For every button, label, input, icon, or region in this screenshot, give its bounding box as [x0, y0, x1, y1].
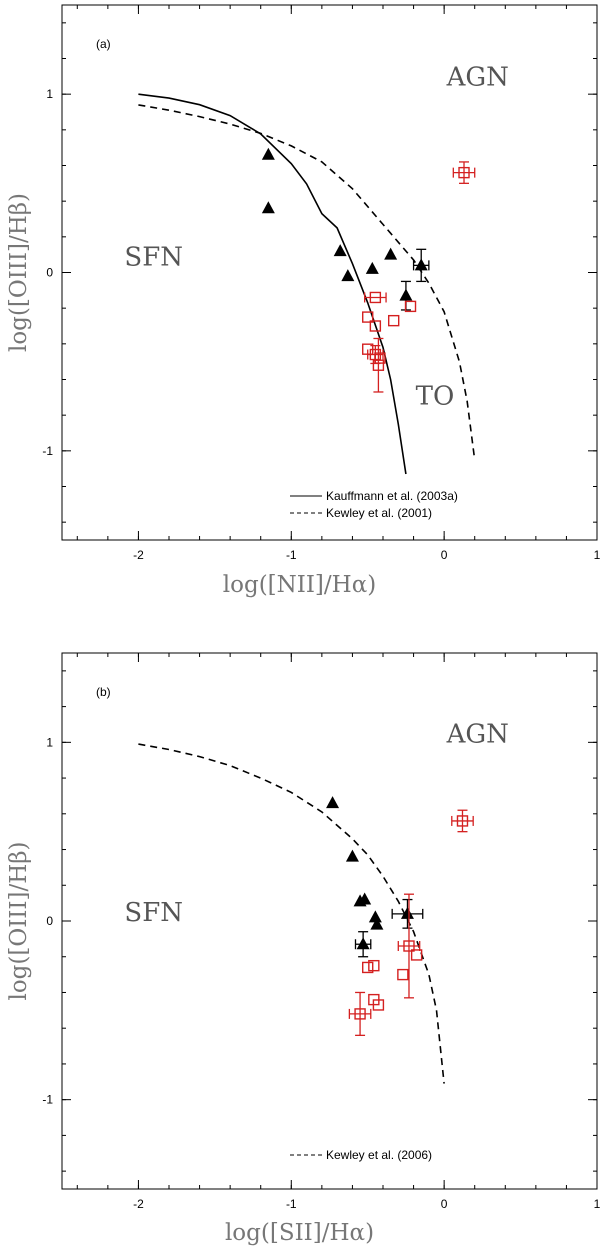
triangle-marker	[261, 147, 275, 160]
square-point	[404, 300, 417, 313]
triangle-marker	[341, 269, 355, 282]
triangle-point	[333, 244, 347, 257]
region-label-sfn: SFN	[124, 898, 183, 928]
square-point	[397, 968, 409, 981]
triangle-marker	[391, 898, 424, 929]
triangle-marker	[412, 248, 430, 283]
legend-label-0: Kewley et al. (2006)	[326, 1148, 432, 1162]
triangle-marker	[399, 280, 413, 311]
triangle-marker	[370, 917, 384, 930]
square-marker	[388, 314, 400, 327]
region-label-to: TO	[416, 381, 455, 411]
y-tick-label: 1	[46, 87, 53, 101]
x-tick-label: 1	[594, 548, 600, 562]
square-marker	[348, 991, 372, 1036]
panel-label: (a)	[96, 37, 111, 51]
square-marker	[452, 161, 476, 184]
y-axis-title: log([OIII]/Hβ)	[6, 193, 32, 352]
triangle-point	[414, 258, 428, 271]
triangle-marker	[365, 261, 379, 274]
x-tick-label: -2	[133, 548, 144, 562]
x-tick-label: -1	[286, 1197, 297, 1211]
triangle-point	[358, 892, 372, 905]
y-tick-label: 0	[46, 266, 53, 280]
square-marker	[362, 961, 374, 974]
y-tick-label: -1	[42, 1093, 53, 1107]
region-label-agn: AGN	[446, 719, 509, 749]
demarcation-curve-1	[138, 104, 476, 460]
triangle-marker	[384, 247, 398, 260]
square-marker	[410, 949, 423, 961]
region-label-agn: AGN	[446, 62, 509, 92]
triangle-marker	[354, 931, 372, 958]
panel-label: (b)	[96, 685, 111, 699]
triangle-point	[326, 796, 340, 809]
y-tick-label: 1	[46, 735, 53, 749]
square-point	[410, 949, 423, 961]
triangle-point	[345, 849, 359, 862]
triangle-point	[370, 917, 384, 930]
triangle-marker	[358, 892, 372, 905]
square-point	[362, 961, 374, 974]
x-tick-label: 0	[441, 548, 448, 562]
triangle-marker	[261, 201, 275, 214]
x-tick-label: -1	[286, 548, 297, 562]
square-marker	[404, 300, 417, 313]
triangle-marker	[345, 849, 359, 862]
square-marker	[369, 320, 382, 332]
square-marker	[372, 337, 385, 393]
legend-label-0: Kauffmann et al. (2003a)	[326, 489, 458, 503]
square-marker	[368, 959, 380, 972]
triangle-point	[384, 247, 398, 260]
square-marker	[364, 291, 387, 304]
panel-a: -2 -1 0 1 -1 0 1 (a) log([NII]/Hα) log([OIII]/Hβ)…	[6, 4, 600, 598]
y-tick-label: -1	[42, 444, 53, 458]
legend-label-1: Kewley et al. (2001)	[326, 506, 432, 520]
panel-b: -2 -1 0 1 -1 0 1 (b) log([SII]/Hα) log([OIII]/Hβ)…	[6, 652, 600, 1246]
x-axis-title: log([SII]/Hα)	[225, 1220, 374, 1246]
x-tick-label: 1	[594, 1197, 600, 1211]
x-tick-label: 0	[441, 1197, 448, 1211]
x-tick-label: -2	[133, 1197, 144, 1211]
region-label-sfn: SFN	[124, 242, 183, 272]
triangle-point	[365, 261, 379, 274]
square-point	[372, 999, 385, 1011]
triangle-marker	[333, 244, 347, 257]
square-marker	[397, 968, 409, 981]
x-axis-title: log([NII]/Hα)	[223, 572, 376, 598]
triangle-point	[400, 906, 414, 919]
square-marker	[362, 311, 374, 323]
square-point	[369, 320, 382, 332]
triangle-point	[341, 269, 355, 282]
triangle-marker	[326, 796, 340, 809]
plot-frame	[61, 4, 598, 541]
y-tick-label: 0	[46, 914, 53, 928]
triangle-point	[368, 910, 382, 923]
square-point	[388, 314, 400, 327]
triangle-point	[261, 201, 275, 214]
demarcation-curve-0	[138, 743, 445, 1084]
y-axis-title: log([OIII]/Hβ)	[6, 841, 32, 1000]
triangle-point	[356, 937, 370, 950]
square-marker	[374, 352, 386, 364]
square-point	[362, 311, 374, 323]
triangle-point	[399, 288, 413, 301]
square-point	[372, 359, 385, 371]
square-point	[374, 352, 386, 364]
triangle-point	[261, 147, 275, 160]
triangle-marker	[368, 910, 382, 923]
square-point	[368, 959, 380, 972]
square-point	[458, 166, 470, 179]
square-point	[369, 291, 382, 304]
square-point	[354, 1008, 366, 1020]
square-marker	[397, 893, 421, 999]
square-point	[456, 815, 469, 827]
square-marker	[451, 809, 474, 833]
demarcation-curve-0	[138, 93, 407, 475]
square-point	[403, 940, 415, 952]
square-marker	[372, 999, 385, 1011]
